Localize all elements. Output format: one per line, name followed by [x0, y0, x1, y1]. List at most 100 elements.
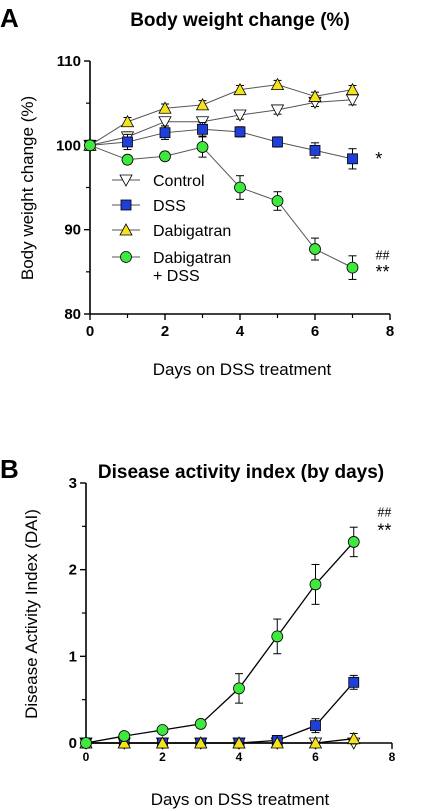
chart-a-series-dabigatran-dss-point-2	[159, 150, 171, 163]
chart-a-x-axis-label: Days on DSS treatment	[153, 360, 332, 379]
chart-a-series-dabigatran-point-2	[158, 101, 172, 114]
chart-a-series-dss	[84, 122, 358, 170]
chart-a-series-dss-point-4	[234, 126, 246, 138]
chart-a-title: Body weight change (%)	[130, 10, 350, 31]
chart-a-x-tick-label-2: 4	[236, 323, 245, 340]
chart-b-x-axis-label: Days on DSS treatment	[151, 790, 330, 809]
chart-a-series-dabigatran-line	[89, 84, 353, 146]
legend-item-control-label-0: Control	[153, 173, 205, 190]
chart-b-y-tick-label-1: 1	[69, 648, 77, 665]
chart-b-x-tick-label-2: 4	[236, 750, 243, 764]
chart-b-title: Disease activity index (by days)	[98, 462, 384, 483]
chart-b-series-dabigatran-point-1	[117, 736, 131, 749]
chart-a-series-dabigatran-point-5	[270, 77, 285, 91]
chart-b-series-dabigatran-dss-point-7	[347, 536, 360, 548]
chart-b-series-dabigatran-dss-line	[85, 541, 355, 744]
chart-b-plot: ##**	[79, 506, 391, 750]
chart-a-series-control-point-5	[270, 104, 285, 117]
chart-a-annotation-0: *	[375, 149, 382, 169]
chart-b-y-tick-label-0: 0	[69, 735, 77, 752]
panel-letter-b: B	[0, 454, 19, 484]
chart-b-series-dabigatran-point-3	[194, 736, 208, 749]
legend-item-dss-label-0: DSS	[153, 198, 186, 215]
chart-a-annotation-1: ##	[376, 248, 390, 263]
chart-a-series-control-point-2	[158, 116, 172, 129]
chart-a-y-tick-label-3: 110	[57, 53, 81, 70]
chart-a-series-dss-line	[89, 128, 353, 160]
chart-b-series-dabigatran-dss-point-5	[271, 630, 284, 643]
chart-b-series-dabigatran-dss-point-6	[309, 578, 322, 591]
chart-a-series-dabigatran-point-6	[308, 89, 322, 102]
chart-b-series-dabigatran-point-5	[270, 736, 284, 749]
panel-letter-a: A	[0, 3, 19, 33]
chart-a-x-tick-label-3: 6	[311, 323, 319, 340]
chart-b-series-dabigatran-dss-point-2	[156, 724, 169, 736]
legend-item-dabigatran-point-0	[119, 223, 133, 236]
chart-b-x-tick-label-1: 2	[159, 750, 166, 764]
chart-a-y-axis-label: Body weight change (%)	[18, 96, 37, 280]
chart-a-series-dabigatran-dss-point-3	[196, 141, 209, 153]
chart-b-series-dabigatran-point-2	[155, 736, 170, 749]
chart-a-annotation-2: **	[375, 262, 389, 282]
legend-item-dabigatran-dss-label-0: Dabigatran	[153, 250, 231, 267]
chart-b-series-dabigatran-dss-point-1	[118, 730, 131, 742]
chart-a-series-control-point-4	[233, 109, 247, 122]
chart-a-series-dabigatran-point-1	[120, 114, 135, 128]
legend-item-dss-point-0	[120, 199, 132, 211]
chart-a-series-dss-point-3	[197, 123, 208, 135]
chart-b-y-axis-label: Disease Activity Index (DAI)	[22, 509, 41, 719]
chart-a-series-dss-point-2	[159, 127, 171, 139]
chart-a-series-dabigatran-point-3	[195, 98, 210, 111]
legend-item-dss: DSS	[112, 198, 186, 215]
legend-item-dabigatran-dss-point-0	[120, 251, 132, 263]
chart-a-x-tick-label-4: 8	[386, 323, 394, 340]
chart-a-series-dabigatran-dss-line	[89, 144, 353, 269]
chart-a-axes: 80 90 100 110 0 2 4 6 8	[56, 53, 394, 340]
legend-item-dabigatran-dss-label-1: + DSS	[153, 268, 200, 285]
legend-item-dabigatran-dss: Dabigatran+ DSS	[112, 250, 231, 285]
chart-b-y-tick-label-2: 2	[69, 562, 77, 579]
chart-a-x-tick-label-0: 0	[86, 323, 94, 340]
chart-b-annotation-1: **	[377, 521, 391, 541]
legend-item-dabigatran: Dabigatran	[112, 223, 231, 240]
chart-b-annotation-0: ##	[377, 506, 391, 521]
chart-a-y-tick-label-0: 80	[64, 306, 81, 323]
chart-b-series-dabigatran-dss-point-0	[80, 737, 92, 749]
chart-a-x-tick-label-1: 2	[161, 323, 169, 340]
chart-b-axes: 0 1 2 3 0 2 4 6 8	[69, 475, 396, 764]
chart-b-series-dabigatran-point-6	[308, 736, 323, 749]
chart-a-series-dabigatran-dss-point-7	[346, 261, 359, 274]
chart-b-series-dabigatran-dss-point-4	[233, 682, 245, 695]
chart-a-series-dabigatran-dss	[84, 136, 359, 280]
chart-a-plot: * ##**	[83, 77, 390, 282]
chart-a-series-control-line	[89, 99, 353, 146]
chart-a-series-dabigatran-point-7	[345, 82, 360, 96]
chart-a-series-dss-point-6	[309, 144, 321, 156]
chart-b-series-dss-point-6	[310, 720, 321, 732]
chart-a-series-dabigatran-dss-point-5	[271, 195, 284, 207]
chart-b-series-dss-point-7	[348, 676, 360, 688]
chart-b-series-dabigatran-line	[86, 738, 354, 744]
chart-a-series-dabigatran-dss-point-1	[121, 153, 134, 166]
chart-a-series-dss-point-7	[347, 153, 358, 165]
chart-b-x-tick-label-3: 6	[312, 750, 319, 764]
legend-item-dabigatran-label-0: Dabigatran	[153, 223, 231, 240]
chart-b-series-dabigatran-dss-point-3	[194, 718, 207, 730]
chart-a-series-dabigatran-dss-point-0	[84, 139, 96, 152]
chart-a-series-dabigatran-point-4	[233, 82, 247, 96]
chart-b-series-dabigatran-point-7	[347, 731, 361, 745]
legend-item-control: Control	[112, 173, 205, 190]
chart-a-series-dss-point-1	[122, 136, 133, 148]
chart-a-y-tick-label-1: 90	[64, 222, 81, 239]
chart-b-series-dabigatran-point-4	[232, 736, 246, 749]
chart-a-y-tick-label-2: 100	[56, 137, 81, 154]
chart-b-x-tick-label-4: 8	[389, 750, 396, 764]
chart-a-series-dabigatran-dss-point-4	[234, 181, 246, 194]
legend-item-control-point-0	[119, 174, 133, 187]
chart-b-x-tick-label-0: 0	[83, 750, 90, 764]
chart-a-series-dabigatran-dss-point-6	[309, 243, 321, 255]
chart-a-series-dss-point-5	[272, 136, 283, 148]
chart-b-series-dabigatran-dss	[80, 526, 360, 749]
